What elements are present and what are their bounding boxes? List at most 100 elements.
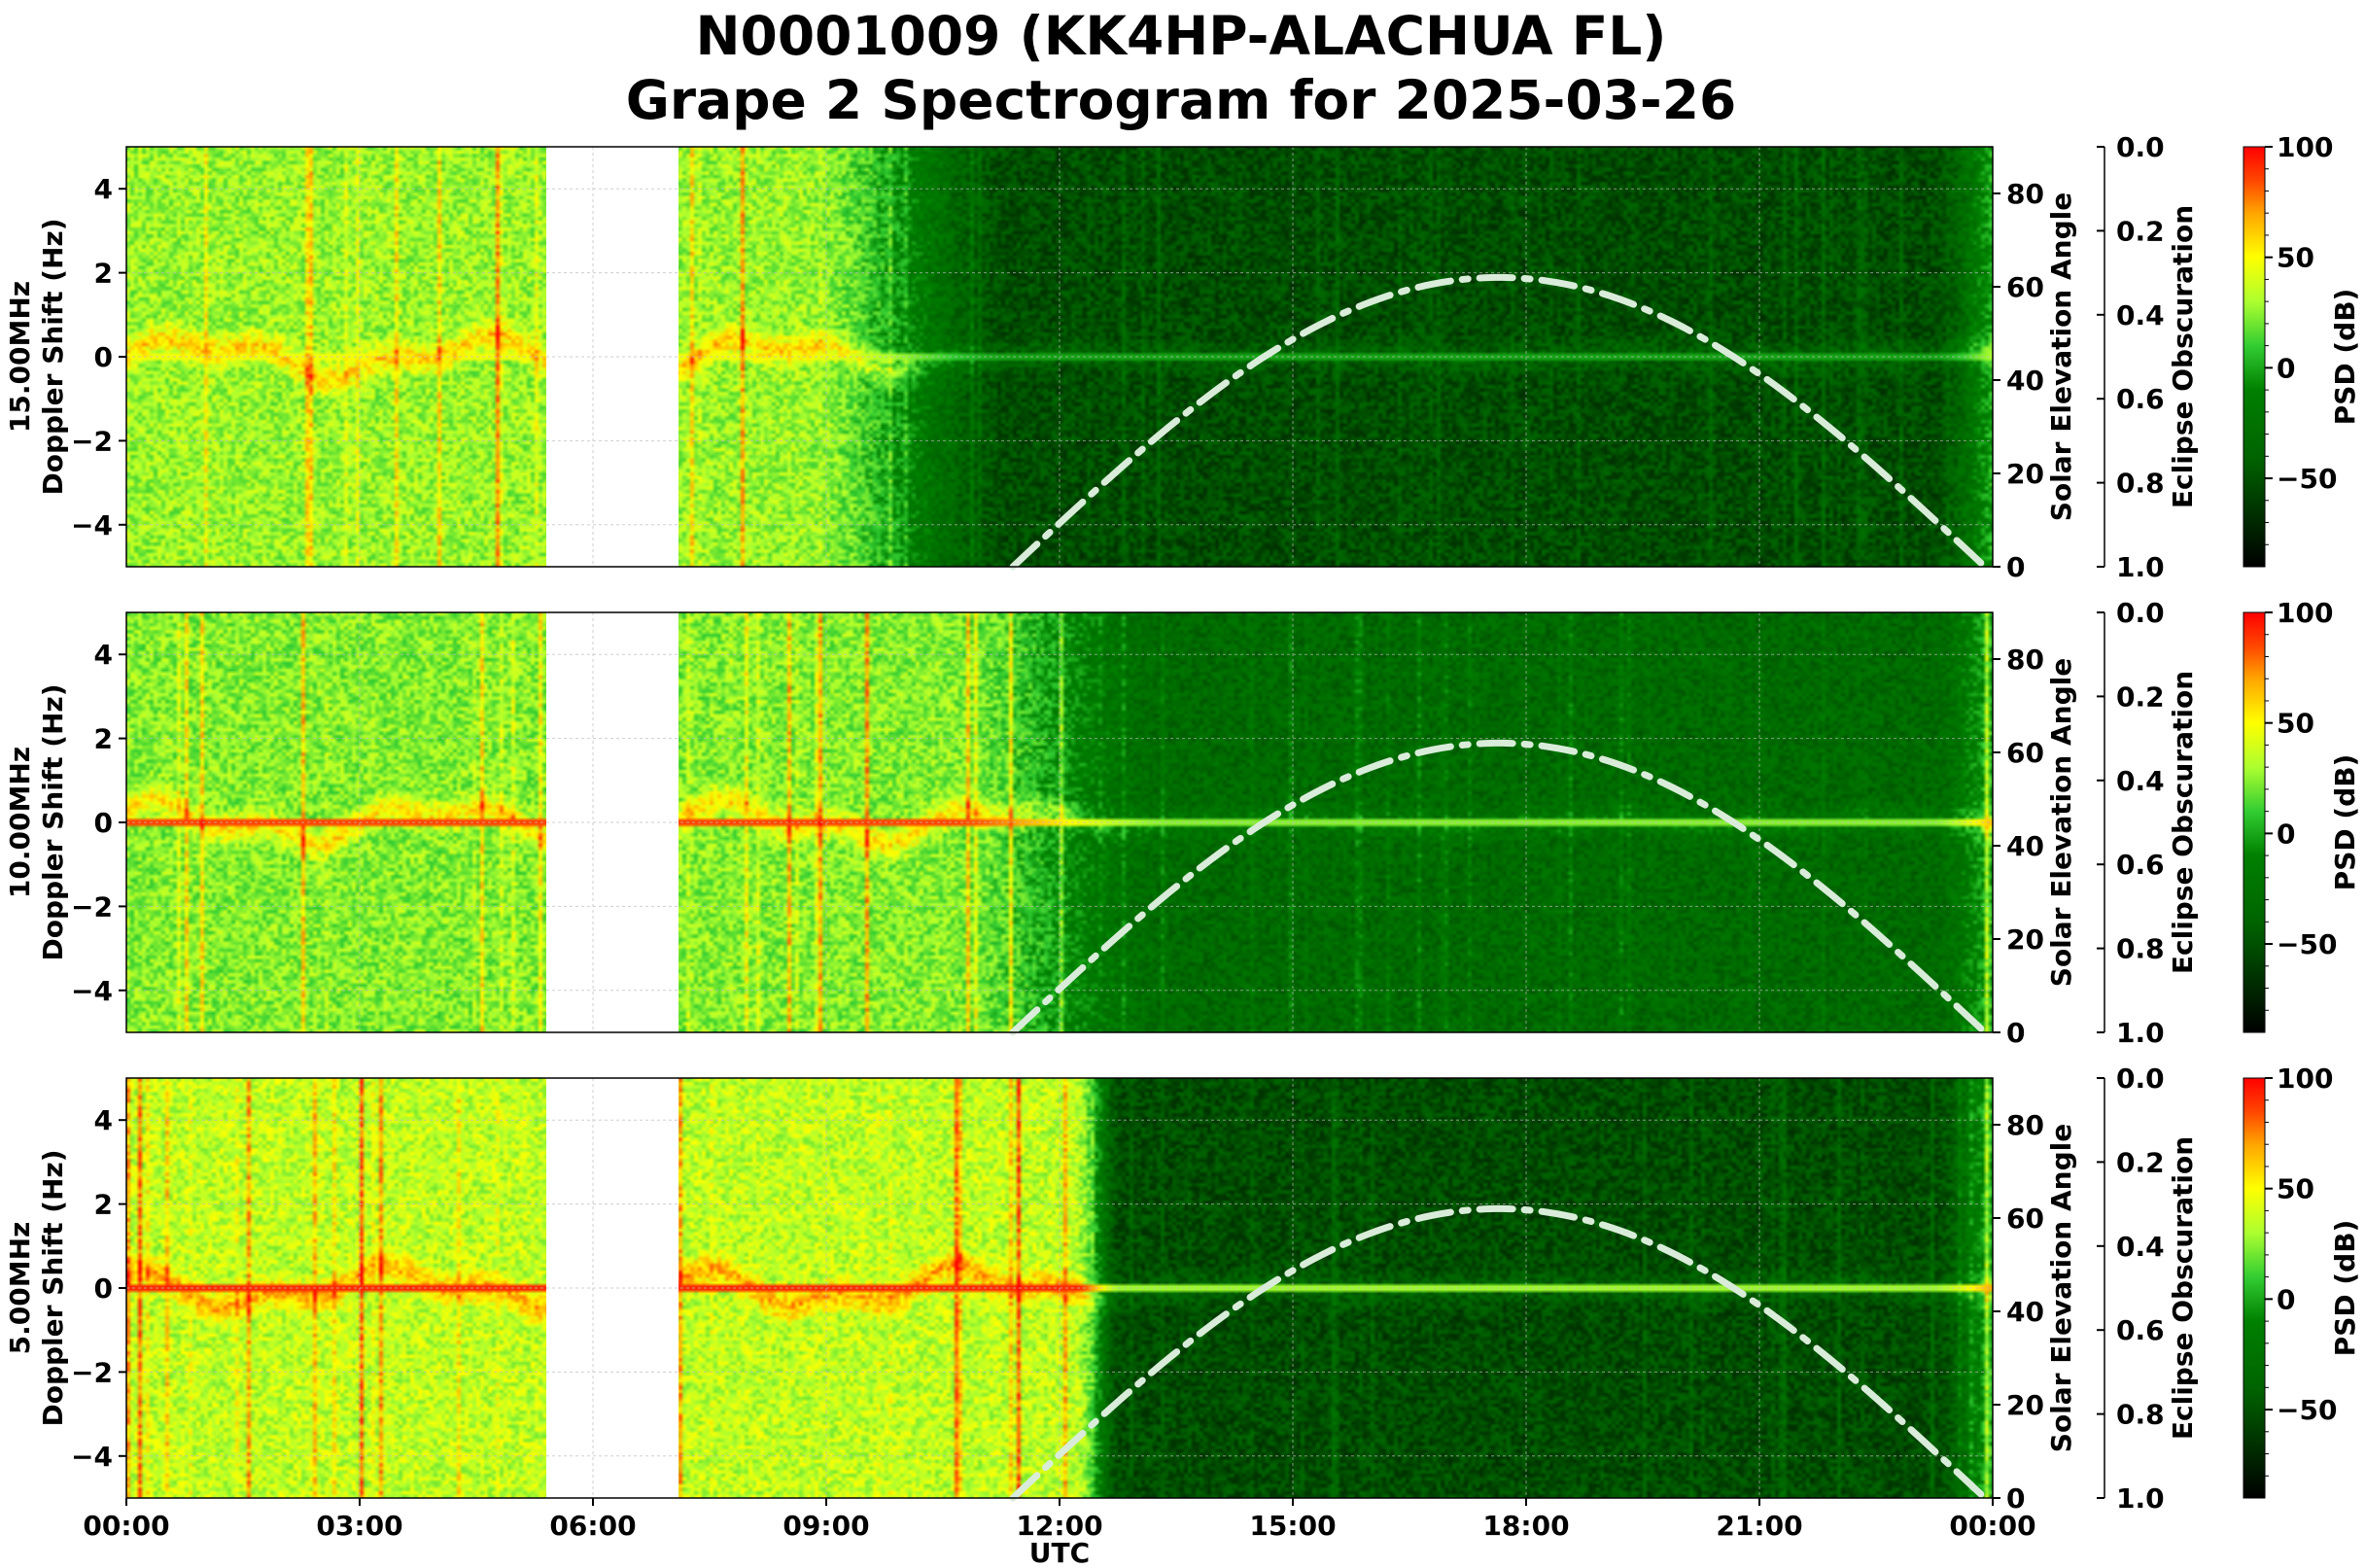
y-axis-label-freq: 15.00MHz (4, 281, 36, 433)
right-tick-label: 60 (2006, 271, 2044, 303)
y-tick-label: 0 (94, 1272, 113, 1305)
right-tick-label: 0 (2006, 1482, 2025, 1515)
right-tick-label: 20 (2006, 458, 2044, 490)
y-tick-label: 4 (94, 1104, 113, 1136)
right-tick-label: 60 (2006, 1202, 2044, 1235)
right-tick-label: 0 (2006, 1017, 2025, 1049)
colorbar-tick-label: 100 (2277, 1063, 2333, 1095)
colorbar-label: PSD (dB) (2329, 754, 2361, 891)
colorbar-tick-label: 50 (2277, 1173, 2314, 1205)
panel-15MHz: 420−2−415.00MHz Doppler Shift (Hz)0204060… (4, 131, 2361, 583)
solar-elevation-curve (1009, 1204, 1989, 1502)
y-axis-label-doppler: Doppler Shift (Hz) (37, 683, 69, 960)
colorbar-tick-label: 0 (2277, 818, 2295, 850)
eclipse-tick-label: 0.6 (2116, 849, 2165, 881)
eclipse-tick-label: 1.0 (2116, 1482, 2165, 1515)
y-axis-label-doppler: Doppler Shift (Hz) (37, 218, 69, 495)
eclipse-tick-label: 0.0 (2116, 1063, 2165, 1095)
x-tick-label: 00:00 (1949, 1510, 2035, 1542)
chart-title: N0001009 (KK4HP-ALACHUA FL) Grape 2 Spec… (626, 5, 1737, 131)
y-tick-label: 0 (94, 807, 113, 839)
eclipse-tick-label: 0.4 (2116, 299, 2165, 331)
colorbar (2243, 1077, 2266, 1499)
x-tick-label: 03:00 (316, 1510, 402, 1542)
right-tick-label: 20 (2006, 923, 2044, 956)
y-tick-label: −2 (71, 1356, 113, 1388)
y-tick-label: −4 (71, 975, 113, 1007)
eclipse-tick-label: 0.0 (2116, 597, 2165, 629)
solar-elevation-curve (1009, 739, 1989, 1036)
grid (126, 612, 1993, 1032)
solar-elevation-label: Solar Elevation Angle (2045, 1124, 2077, 1452)
x-axis: 00:00 03:00 06:00 09:00 12:00 15:00 18:00 21:00… (83, 1498, 2036, 1542)
eclipse-tick-label: 0.2 (2116, 1146, 2165, 1178)
colorbar-tick-label: 50 (2277, 242, 2314, 274)
solar-elevation-label: Solar Elevation Angle (2045, 192, 2077, 521)
colorbar-tick-label: 50 (2277, 708, 2314, 740)
title-line-1: N0001009 (KK4HP-ALACHUA FL) (696, 5, 1667, 67)
eclipse-obscuration-label: Eclipse Obscuration (2167, 671, 2199, 974)
colorbar-tick-label: 0 (2277, 352, 2295, 384)
colorbar-tick-label: −50 (2277, 463, 2337, 495)
colorbar-label: PSD (dB) (2329, 289, 2361, 426)
y-axis-label-freq: 5.00MHz (4, 1222, 36, 1355)
right-tick-label: 80 (2006, 178, 2044, 210)
y-tick-label: −4 (71, 509, 113, 541)
y-tick-label: 4 (94, 173, 113, 205)
eclipse-obscuration-label: Eclipse Obscuration (2167, 205, 2199, 508)
right-tick-label: 40 (2006, 365, 2044, 397)
y-tick-label: 4 (94, 639, 113, 671)
colorbar-tick-label: 100 (2277, 131, 2333, 163)
right-tick-label: 20 (2006, 1389, 2044, 1421)
y-axis-label-doppler: Doppler Shift (Hz) (37, 1149, 69, 1426)
y-tick-label: 2 (94, 258, 113, 290)
y-tick-label: −2 (71, 425, 113, 457)
right-tick-label: 60 (2006, 737, 2044, 769)
colorbar (2243, 611, 2266, 1033)
y-axis-label-freq: 10.00MHz (4, 747, 36, 898)
x-tick-label: 00:00 (83, 1510, 169, 1542)
eclipse-tick-label: 0.4 (2116, 1231, 2165, 1263)
y-tick-label: −4 (71, 1441, 113, 1473)
eclipse-tick-label: 1.0 (2116, 1017, 2165, 1049)
solar-elevation-label: Solar Elevation Angle (2045, 658, 2077, 987)
x-tick-label: 15:00 (1249, 1510, 1336, 1542)
eclipse-obscuration-label: Eclipse Obscuration (2167, 1136, 2199, 1440)
eclipse-tick-label: 0.2 (2116, 215, 2165, 247)
right-tick-label: 40 (2006, 830, 2044, 862)
eclipse-tick-label: 0.2 (2116, 680, 2165, 713)
right-tick-label: 80 (2006, 644, 2044, 676)
colorbar (2243, 146, 2266, 568)
x-tick-label: 21:00 (1716, 1510, 1802, 1542)
y-tick-label: 0 (94, 341, 113, 373)
eclipse-tick-label: 0.8 (2116, 1399, 2165, 1431)
eclipse-tick-label: 0.0 (2116, 131, 2165, 163)
right-tick-label: 0 (2006, 551, 2025, 583)
right-tick-label: 80 (2006, 1109, 2044, 1141)
colorbar-tick-label: 100 (2277, 597, 2333, 629)
eclipse-tick-label: 0.6 (2116, 1314, 2165, 1346)
colorbar-tick-label: −50 (2277, 1394, 2337, 1426)
colorbar-tick-label: 0 (2277, 1283, 2295, 1315)
eclipse-tick-label: 0.4 (2116, 765, 2165, 797)
panel-10MHz: 420−2−410.00MHz Doppler Shift (Hz)0204060… (4, 597, 2361, 1049)
eclipse-tick-label: 0.8 (2116, 933, 2165, 965)
colorbar-tick-label: −50 (2277, 928, 2337, 960)
y-tick-label: 2 (94, 1189, 113, 1221)
x-axis-label: UTC (1029, 1537, 1090, 1568)
x-tick-label: 12:00 (1016, 1510, 1102, 1542)
x-tick-label: 18:00 (1482, 1510, 1569, 1542)
eclipse-tick-label: 1.0 (2116, 551, 2165, 583)
colorbar-label: PSD (dB) (2329, 1220, 2361, 1357)
y-tick-label: 2 (94, 723, 113, 755)
title-line-2: Grape 2 Spectrogram for 2025-03-26 (626, 69, 1737, 131)
x-tick-label: 09:00 (783, 1510, 869, 1542)
eclipse-tick-label: 0.8 (2116, 468, 2165, 500)
eclipse-tick-label: 0.6 (2116, 383, 2165, 415)
x-tick-label: 06:00 (549, 1510, 636, 1542)
y-tick-label: −2 (71, 890, 113, 923)
panel-5MHz: 420−2−45.00MHz Doppler Shift (Hz)02040608… (4, 1063, 2361, 1515)
solar-elevation-curve (1009, 273, 1989, 571)
right-tick-label: 40 (2006, 1296, 2044, 1328)
